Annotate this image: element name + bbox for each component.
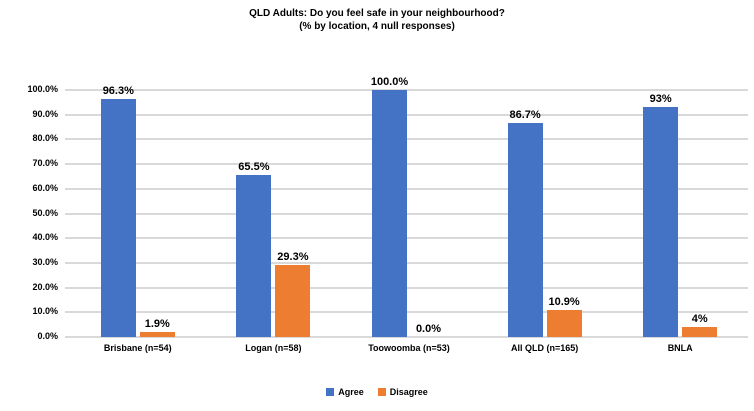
bar-slot: 29.3% xyxy=(274,90,311,337)
y-axis-tick-label: 20.0% xyxy=(32,281,58,292)
legend-label-disagree: Disagree xyxy=(389,387,428,397)
bar-agree-brisbane xyxy=(100,99,136,337)
bar-value-label: 100.0% xyxy=(370,76,409,88)
bar-group-toowoomba: 100.0% 0.0% xyxy=(341,76,477,337)
bar-agree-all xyxy=(507,123,543,337)
title-block: QLD Adults: Do you feel safe in your nei… xyxy=(0,7,754,33)
legend-swatch-disagree xyxy=(377,388,386,396)
chart-subtitle: (% by location, 4 null responses) xyxy=(299,21,455,32)
x-axis-category-label: Toowoomba (n=53) xyxy=(368,343,450,353)
bar-value-label: 96.3% xyxy=(102,85,134,97)
plot-area: 0.0% 10.0% 20.0% 30.0% 40.0% 50.0% 60.0% 70.0% 8… xyxy=(27,76,748,353)
y-axis-tick-label: 100.0% xyxy=(27,84,58,94)
bar-value-label: 29.3% xyxy=(277,251,309,263)
y-axis-tick-label: 0.0% xyxy=(37,331,58,341)
bar-slot: 86.7% xyxy=(507,90,544,337)
bar-group-bnla: 93% 4% xyxy=(612,90,748,337)
bar-group-brisbane: 96.3% 1.9% xyxy=(70,85,206,337)
chart-title: QLD Adults: Do you feel safe in your nei… xyxy=(249,8,505,19)
bar-slot: 93% xyxy=(642,90,679,337)
y-axis-tick-label: 40.0% xyxy=(32,232,58,243)
y-axis-tick-label: 80.0% xyxy=(32,133,58,144)
bar-value-label: 4% xyxy=(691,313,708,325)
legend-swatch-agree xyxy=(326,388,335,396)
bar-group-logan: 65.5% 29.3% xyxy=(206,90,342,337)
bar-slot: 4% xyxy=(681,90,718,337)
y-axis-tick-label: 10.0% xyxy=(32,306,58,317)
y-axis-tick-label: 70.0% xyxy=(32,158,58,169)
bar-disagree-bnla xyxy=(682,327,718,337)
bar-slot: 1.9% xyxy=(139,90,176,337)
bar-slot: 100.0% xyxy=(371,76,408,337)
bar-value-label: 1.9% xyxy=(144,318,170,330)
legend-item-agree: Agree xyxy=(326,387,364,397)
x-axis-category-label: Brisbane (n=54) xyxy=(103,343,172,353)
legend-item-disagree: Disagree xyxy=(377,387,428,397)
bar-value-label: 93% xyxy=(649,93,672,105)
legend: Agree Disagree xyxy=(0,387,754,397)
bar-slot: 96.3% xyxy=(100,85,137,337)
bar-value-label: 65.5% xyxy=(238,161,270,173)
y-axis-tick-label: 60.0% xyxy=(32,182,58,193)
bar-slot: 10.9% xyxy=(546,90,583,337)
y-axis-tick-label: 50.0% xyxy=(32,207,58,218)
y-axis-tick-label: 30.0% xyxy=(32,256,58,267)
x-axis-category-label: BNLA xyxy=(667,343,693,353)
bar-disagree-all xyxy=(546,310,582,337)
bar-disagree-logan xyxy=(275,265,311,337)
x-axis-category-label: All QLD (n=165) xyxy=(510,343,579,353)
x-axis-category-label: Logan (n=58) xyxy=(245,343,302,353)
bar-value-label: 0.0% xyxy=(415,323,442,335)
bar-slot: 0.0% xyxy=(410,90,447,337)
bar-agree-bnla xyxy=(643,107,679,337)
bar-agree-toowoomba xyxy=(371,90,407,337)
bar-value-label: 86.7% xyxy=(509,109,541,121)
bar-agree-logan xyxy=(236,175,272,337)
legend-label-agree: Agree xyxy=(338,387,364,397)
bar-slot: 65.5% xyxy=(235,90,272,337)
bar-disagree-brisbane xyxy=(139,332,175,337)
y-axis-tick-label: 90.0% xyxy=(32,108,58,119)
bar-group-all: 86.7% 10.9% xyxy=(477,90,613,337)
bar-value-label: 10.9% xyxy=(548,296,580,308)
x-axis-line xyxy=(65,336,748,338)
